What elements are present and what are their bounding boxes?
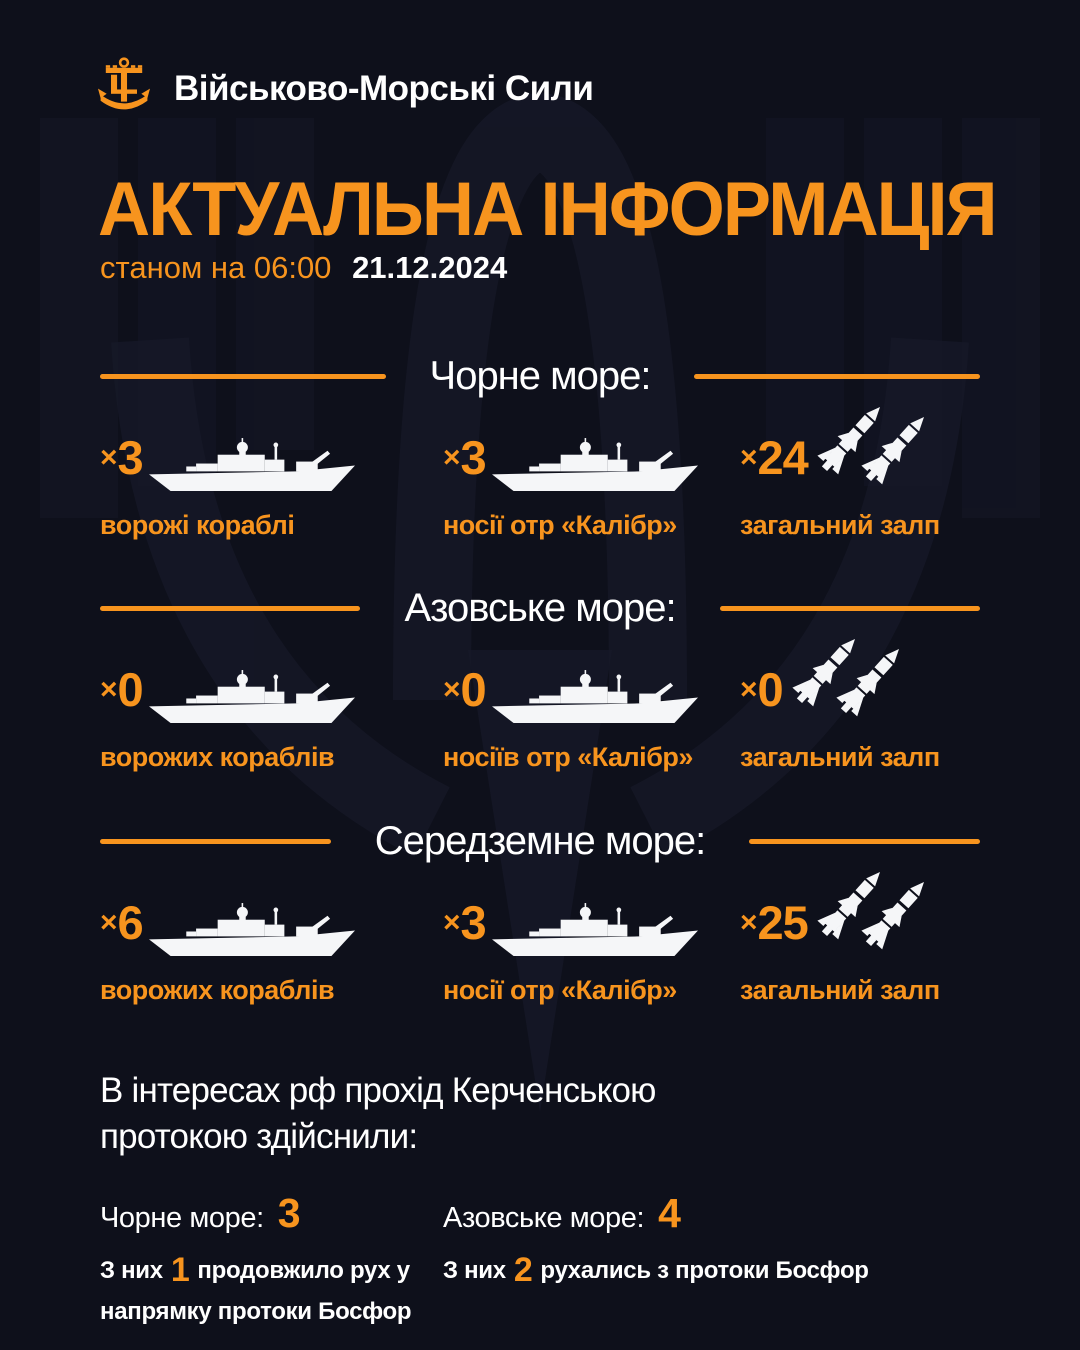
section-divider-line [100, 373, 386, 379]
stat-total-salvo: ×24 [740, 407, 980, 541]
section-title: Азовське море: [404, 585, 676, 630]
stat-label: загальний залп [740, 742, 940, 772]
section-black-sea: Чорне море: ×3 [0, 350, 1080, 541]
stat-count: ×0 [740, 663, 784, 716]
stat-enemy-ships: ×6 [100, 875, 443, 1006]
missiles-salvo-icon [773, 633, 913, 730]
stat-total-salvo: ×0 [740, 639, 980, 773]
stat-count: ×0 [100, 663, 144, 716]
section-azov-sea: Азовське море: ×0 [0, 582, 1080, 773]
section-title: Чорне море: [429, 353, 652, 398]
warship-icon [491, 438, 698, 498]
stat-label: ворожі кораблі [100, 510, 295, 540]
kerch-strait-block: В інтересах рф прохід Керченською проток… [100, 1068, 980, 1329]
sea-count: 4 [658, 1190, 681, 1237]
stat-enemy-ships: ×0 [100, 642, 443, 773]
kerch-note: З них 2 рухались з протоки Босфор [443, 1251, 869, 1290]
note-count: 1 [170, 1251, 190, 1290]
warship-icon [148, 438, 355, 498]
section-header: Азовське море: [0, 582, 1080, 634]
section-title: Середземне море: [374, 818, 707, 863]
stat-label: загальний залп [740, 975, 940, 1005]
section-divider-line [719, 605, 980, 611]
warship-icon [148, 670, 355, 730]
kerch-heading: В інтересах рф прохід Керченською проток… [100, 1071, 656, 1157]
stat-count: ×25 [740, 896, 809, 949]
warship-icon [491, 903, 698, 963]
section-divider-line [100, 605, 361, 611]
stat-enemy-ships: ×3 [100, 410, 443, 541]
section-divider-line [749, 838, 980, 844]
stat-count: ×3 [443, 896, 487, 949]
stat-kalibr-carriers: ×0 [443, 642, 740, 773]
stat-label: носії отр «Калібр» [443, 975, 677, 1005]
sea-name: Азовське море: [443, 1202, 645, 1235]
stat-kalibr-carriers: ×3 [443, 875, 740, 1006]
stat-kalibr-carriers: ×3 [443, 410, 740, 541]
section-mediterranean-sea: Середземне море: ×6 [0, 815, 1080, 1006]
stat-count: ×6 [100, 896, 144, 949]
section-divider-line [100, 838, 331, 844]
missiles-salvo-icon [798, 866, 938, 963]
stat-label: загальний залп [740, 510, 940, 540]
section-header: Чорне море: [0, 350, 1080, 402]
header-brand: Військово-Морські Сили [98, 56, 594, 121]
note-count: 2 [513, 1251, 533, 1290]
missiles-salvo-icon [798, 401, 938, 498]
as-of-label: станом на 06:00 [100, 250, 332, 285]
stat-count: ×24 [740, 431, 809, 484]
stat-label: носії отр «Калібр» [443, 510, 677, 540]
kerch-entry-black-sea: Чорне море: 3 З них 1 продовжило рух у нап… [100, 1190, 443, 1328]
warship-icon [491, 670, 698, 730]
stat-label: ворожих кораблів [100, 742, 335, 772]
as-of-line: станом на 06:00 21.12.2024 [100, 250, 507, 286]
section-header: Середземне море: [0, 815, 1080, 867]
stat-label: ворожих кораблів [100, 975, 335, 1005]
sea-name: Чорне море: [100, 1202, 264, 1235]
stat-label: носіїв отр «Калібр» [443, 742, 693, 772]
org-name: Військово-Морські Сили [174, 68, 594, 108]
kerch-note: З них 1 продовжило рух у напрямку протоки … [100, 1251, 412, 1325]
warship-icon [148, 903, 355, 963]
kerch-entry-azov-sea: Азовське море: 4 З них 2 рухались з проток… [443, 1190, 923, 1328]
section-divider-line [694, 373, 981, 379]
stat-count: ×3 [100, 431, 144, 484]
page-title: АКТУАЛЬНА ІНФОРМАЦІЯ [98, 167, 998, 252]
stat-count: ×0 [443, 663, 487, 716]
sea-count: 3 [277, 1190, 301, 1237]
navy-anchor-trident-icon [98, 56, 150, 121]
stat-total-salvo: ×25 [740, 872, 980, 1006]
report-date: 21.12.2024 [352, 250, 508, 285]
stat-count: ×3 [443, 431, 487, 484]
